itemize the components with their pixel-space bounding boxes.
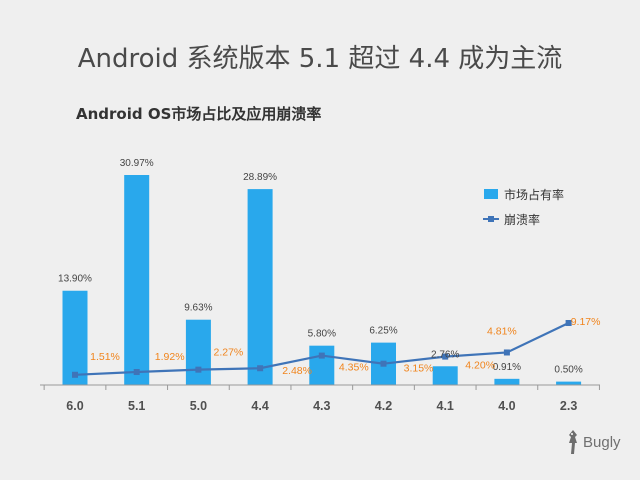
crash-rate-label: 3.15% (404, 363, 434, 375)
bar-value-label: 28.89% (243, 172, 277, 183)
legend-line-marker (488, 216, 494, 222)
bar-4.4 (247, 189, 273, 385)
x-tick-label: 4.4 (251, 399, 268, 413)
logo-text: Bugly (583, 433, 621, 451)
crash-rate-label: 4.81% (487, 325, 517, 337)
legend-bar-label: 市场占有率 (504, 187, 564, 202)
bar-value-label: 9.63% (184, 303, 212, 314)
x-tick-label: 5.1 (128, 399, 145, 413)
crash-rate-label: 4.20% (465, 360, 495, 372)
crash-rate-point-5.1 (133, 369, 140, 376)
crash-rate-point-4.0 (503, 349, 510, 356)
crash-rate-point-2.3 (565, 320, 572, 326)
bar-value-label: 30.97% (120, 158, 154, 169)
crash-rate-label: 2.27% (214, 347, 244, 359)
bar-4.1 (432, 366, 458, 385)
crash-rate-point-6.0 (72, 371, 78, 378)
crash-rate-point-4.4 (257, 365, 264, 372)
crash-rate-point-4.3 (318, 352, 325, 359)
crash-rate-point-4.1 (442, 353, 449, 360)
x-tick-label: 4.0 (498, 399, 515, 413)
bugly-logo-icon (569, 430, 577, 454)
bar-5.1 (124, 175, 150, 385)
bar-6.0 (62, 290, 88, 385)
crash-rate-point-5.0 (195, 366, 202, 373)
chart-title: Android OS市场占比及应用崩溃率 (76, 105, 322, 123)
bar-value-label: 6.25% (369, 326, 397, 337)
bar-value-label: 5.80% (308, 329, 336, 340)
bar-value-label: 13.90% (58, 274, 92, 285)
crash-rate-point-4.2 (380, 360, 387, 367)
x-tick-label: 5.0 (190, 399, 207, 413)
x-tick-label: 6.0 (66, 399, 83, 413)
crash-rate-label: 9.17% (571, 316, 601, 328)
bar-2.3 (556, 381, 582, 385)
bar-5.0 (185, 319, 211, 385)
crash-rate-label: 1.51% (90, 351, 120, 363)
bar-value-label: 2.76% (431, 349, 459, 360)
x-tick-label: 4.2 (375, 399, 392, 413)
crash-rate-label: 2.48% (282, 365, 312, 377)
bar-value-label: 0.91% (493, 362, 521, 373)
bar-4.3 (309, 345, 335, 385)
page-title: Android 系统版本 5.1 超过 4.4 成为主流 (77, 44, 563, 74)
bugly-logo: Bugly (566, 427, 621, 457)
crash-rate-label: 1.92% (155, 351, 185, 363)
crash-rate-label: 4.35% (339, 362, 369, 374)
legend-bar-swatch (484, 189, 498, 199)
x-tick-label: 4.1 (437, 399, 454, 413)
legend-line-label: 崩溃率 (504, 212, 540, 227)
bar-value-label: 0.50% (554, 365, 582, 376)
x-tick-label: 2.3 (560, 399, 577, 413)
bar-4.0 (494, 378, 520, 385)
x-tick-label: 4.3 (313, 399, 330, 413)
